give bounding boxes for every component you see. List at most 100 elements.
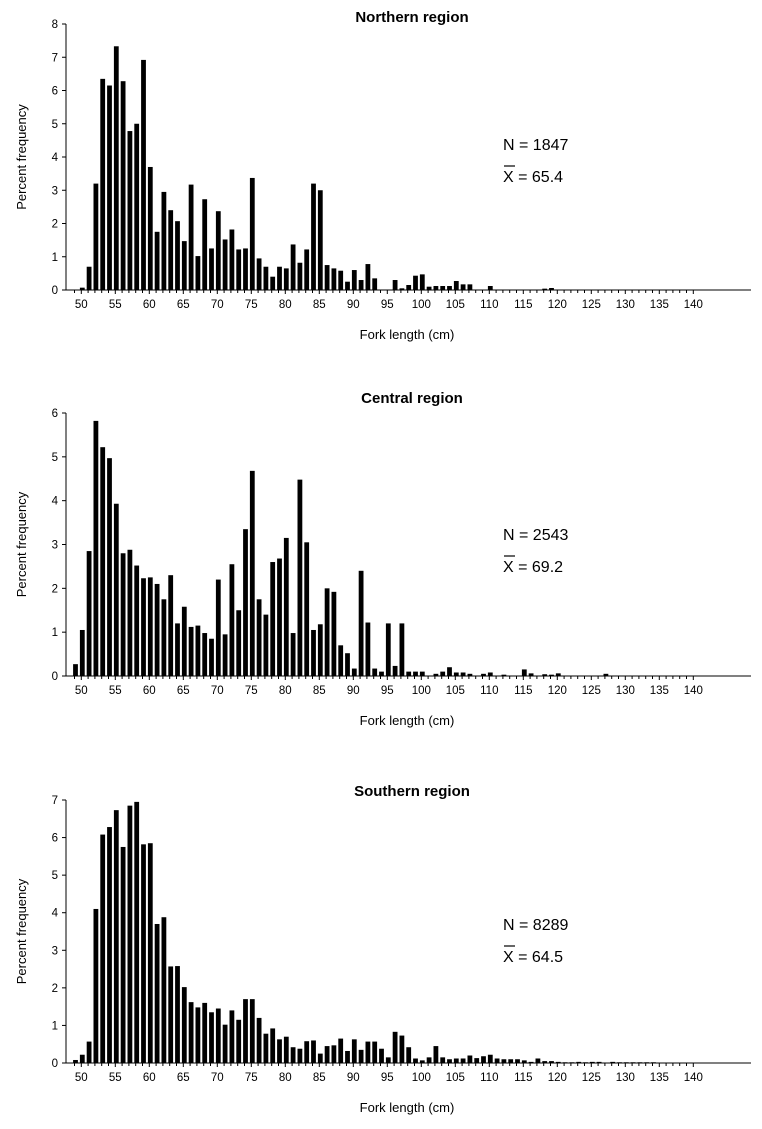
bar: [290, 244, 296, 290]
bar: [283, 1036, 289, 1063]
chart-title: Central region: [361, 390, 463, 407]
bar: [345, 653, 350, 676]
bar: [576, 1061, 582, 1063]
bar: [413, 671, 418, 676]
x-tick-label: 75: [245, 299, 258, 311]
bar: [311, 183, 316, 290]
bar: [372, 668, 378, 676]
bar: [447, 1059, 452, 1063]
bar: [460, 1058, 466, 1063]
bar: [440, 1057, 446, 1063]
x-tick-label: 115: [514, 1072, 532, 1084]
bar: [358, 570, 364, 676]
x-tick-label: 50: [75, 299, 88, 311]
y-tick-label: 2: [52, 583, 58, 595]
bar: [542, 1061, 548, 1063]
x-tick-label: 135: [650, 685, 669, 697]
bar: [134, 123, 140, 290]
x-tick-label: 130: [616, 299, 635, 311]
bar: [107, 827, 112, 1063]
x-tick-label: 110: [480, 1072, 498, 1084]
bar: [147, 843, 153, 1063]
x-tick-label: 60: [143, 299, 156, 311]
bar: [474, 1058, 480, 1063]
x-tick-label: 95: [381, 299, 394, 311]
x-tick-label: 120: [548, 685, 567, 697]
bar: [195, 256, 201, 290]
x-tick-label: 95: [381, 1072, 394, 1084]
bar: [277, 558, 282, 676]
x-axis-label: Fork length (cm): [360, 713, 455, 728]
x-tick-label: 105: [446, 299, 465, 311]
bar: [399, 623, 405, 676]
bar: [487, 672, 493, 676]
bar: [236, 610, 242, 676]
bar: [358, 280, 364, 290]
bar: [528, 1061, 534, 1063]
bar: [93, 908, 99, 1063]
bar: [413, 275, 418, 290]
bar: [324, 265, 330, 290]
x-tick-label: 90: [347, 299, 360, 311]
x-tick-label: 85: [313, 1072, 326, 1084]
mean-annotation: X = 64.5: [503, 949, 563, 966]
bar: [555, 1061, 561, 1063]
bar: [603, 673, 609, 676]
x-tick-label: 75: [245, 685, 258, 697]
x-tick-label: 140: [684, 685, 703, 697]
bar: [345, 1050, 350, 1063]
bar: [385, 623, 391, 676]
x-tick-label: 135: [650, 299, 669, 311]
bar: [79, 629, 85, 676]
bar: [154, 583, 160, 676]
bar: [290, 633, 296, 676]
bar: [426, 1057, 432, 1063]
x-tick-label: 105: [446, 1072, 465, 1084]
y-tick-label: 6: [52, 833, 58, 845]
y-tick-label: 2: [52, 983, 58, 995]
y-tick-label: 4: [52, 496, 59, 508]
bar: [181, 987, 187, 1063]
bar: [277, 266, 282, 290]
bar: [222, 239, 228, 290]
bar: [215, 579, 221, 676]
bar: [317, 624, 323, 676]
bar: [345, 281, 350, 290]
x-tick-label: 95: [381, 685, 394, 697]
y-tick-label: 1: [52, 627, 58, 639]
x-tick-label: 140: [684, 299, 703, 311]
bar: [283, 537, 289, 676]
bar: [433, 286, 439, 290]
x-tick-label: 50: [75, 685, 88, 697]
bar: [188, 626, 194, 676]
bar: [596, 1061, 602, 1063]
y-tick-label: 7: [52, 52, 58, 64]
x-tick-label: 120: [548, 299, 567, 311]
bar: [127, 805, 133, 1063]
x-tick-label: 125: [582, 1072, 601, 1084]
x-tick-label: 110: [480, 299, 498, 311]
bar: [433, 1046, 439, 1063]
bar: [93, 420, 99, 676]
bar: [73, 1059, 78, 1063]
bar: [79, 287, 85, 290]
bar: [243, 999, 248, 1063]
bar: [249, 999, 255, 1063]
mean-annotation: X = 65.4: [503, 169, 563, 186]
bar: [297, 262, 303, 290]
bar: [304, 249, 310, 290]
bar: [107, 458, 112, 676]
bar: [494, 1058, 500, 1063]
bar: [406, 285, 412, 290]
bar: [113, 503, 119, 676]
bar: [331, 268, 337, 290]
bar: [467, 284, 473, 290]
bar: [467, 673, 473, 676]
bar: [86, 1041, 92, 1063]
y-tick-label: 4: [52, 908, 59, 920]
bar: [175, 221, 180, 290]
sample-size-annotation: N = 1847: [503, 137, 568, 154]
bar: [311, 629, 316, 676]
bar: [256, 599, 262, 676]
